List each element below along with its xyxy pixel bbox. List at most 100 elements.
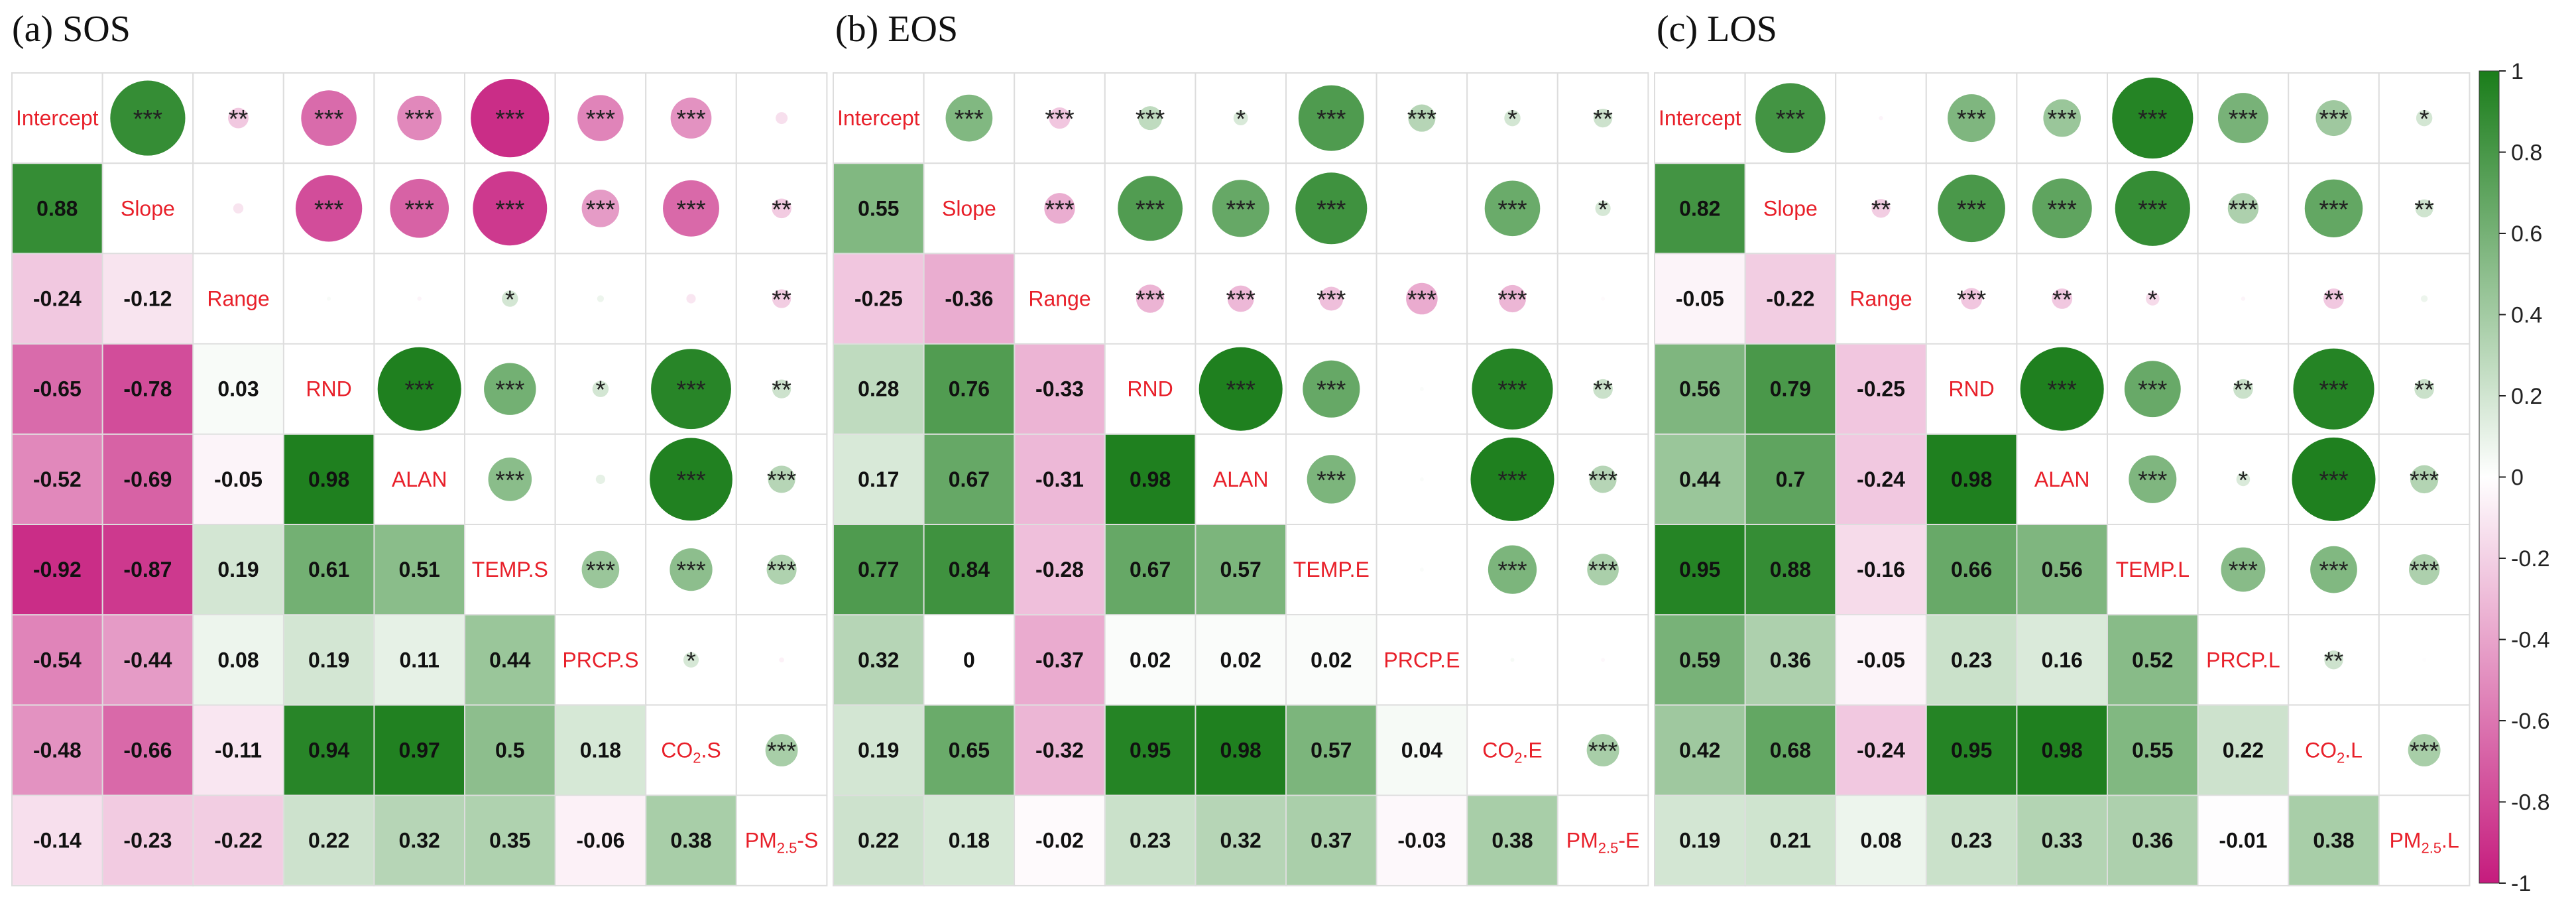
coef-label: 0.32	[399, 829, 440, 853]
significance-label: ***	[2319, 467, 2349, 495]
significance-label: ***	[1407, 105, 1437, 133]
colorbar-tick-label: -0.2	[2511, 546, 2550, 572]
corr-circle	[1470, 437, 1554, 521]
coef-label: 0.19	[217, 558, 259, 581]
corr-circle	[1601, 658, 1606, 662]
coef-cell	[1196, 525, 1285, 615]
corr-circle	[2217, 93, 2268, 144]
variable-label: Intercept	[1659, 106, 1741, 130]
corr-circle	[1138, 106, 1163, 131]
coef-cell	[834, 164, 923, 253]
grid-cell	[1654, 72, 1746, 164]
corr-circle	[1586, 734, 1619, 766]
corr-circle	[1593, 108, 1613, 128]
significance-label: ***	[586, 557, 616, 585]
variable-label: Intercept	[16, 106, 99, 130]
coef-label: -0.33	[1035, 377, 1084, 401]
variable-label: RND	[1948, 377, 1994, 401]
significance-label: ***	[495, 467, 525, 495]
significance-label: *	[2420, 105, 2430, 133]
corr-circle	[1871, 199, 1891, 218]
coef-label: -0.14	[33, 829, 82, 853]
significance-label: ***	[955, 105, 984, 133]
coef-label: 0.02	[1311, 648, 1352, 672]
significance-label: *	[1598, 196, 1608, 223]
corr-circle	[1419, 568, 1424, 572]
significance-label: ***	[2319, 105, 2349, 133]
coef-cell	[834, 796, 923, 885]
coef-label: -0.92	[33, 558, 82, 581]
corr-circle	[1961, 288, 1983, 310]
corr-circle	[2227, 193, 2259, 224]
corr-circle	[502, 290, 518, 307]
coef-cell	[13, 344, 102, 434]
coef-label: -0.25	[1857, 377, 1905, 401]
coef-cell	[284, 615, 374, 705]
corr-circle	[2043, 99, 2081, 137]
grid-cell	[1835, 253, 1927, 345]
coef-cell	[924, 615, 1014, 705]
coef-label: 0.61	[308, 558, 349, 581]
coef-cell	[1926, 434, 2017, 524]
variable-label: Range	[1849, 287, 1912, 311]
coef-cell	[194, 796, 283, 885]
significance-label: ***	[2319, 557, 2349, 585]
grid-cell	[2016, 433, 2108, 525]
corr-circle	[651, 349, 731, 430]
grid-cell	[2107, 524, 2199, 616]
significance-label: ***	[495, 196, 525, 223]
coef-cell	[194, 434, 283, 524]
corr-circle	[772, 379, 791, 398]
grid-cell	[2197, 614, 2290, 706]
significance-label: ***	[1588, 467, 1618, 495]
corr-circle	[1593, 379, 1613, 399]
coef-label: 0.77	[858, 558, 899, 581]
colorbar-gradient	[2479, 70, 2500, 884]
coef-label: 0.33	[2042, 829, 2083, 853]
corr-circle	[577, 95, 624, 141]
corr-circle	[2146, 292, 2160, 306]
corr-circle	[597, 295, 605, 302]
coef-cell	[1105, 434, 1195, 524]
coef-cell	[2198, 796, 2288, 885]
coef-label: -0.11	[215, 739, 262, 762]
coef-label: 0.94	[308, 739, 349, 762]
significance-label: ***	[1957, 286, 1987, 314]
variable-label: Range	[207, 287, 269, 311]
corr-circle	[1504, 109, 1521, 127]
coef-cell	[834, 434, 923, 524]
coef-label: -0.06	[576, 829, 624, 853]
corr-circle	[670, 548, 713, 591]
corr-circle	[779, 657, 784, 663]
coef-label: 0.22	[858, 829, 899, 853]
coef-cell	[103, 254, 193, 343]
coef-cell	[1745, 705, 1836, 795]
grid-cell	[192, 253, 284, 345]
significance-label: ***	[133, 105, 163, 133]
significance-label: ***	[2229, 105, 2258, 133]
significance-label: ***	[676, 105, 706, 133]
coef-label: 0.16	[2042, 648, 2083, 672]
corr-circle	[2129, 455, 2177, 503]
coef-label: 0.98	[2042, 739, 2083, 762]
panel-title: (c) LOS	[1657, 9, 1777, 50]
significance-label: ***	[1136, 286, 1165, 314]
coef-cell	[13, 705, 102, 795]
coef-label: -0.69	[123, 467, 172, 491]
coef-cell	[2017, 525, 2107, 615]
significance-label: ***	[1045, 105, 1075, 133]
coef-cell	[1655, 796, 1745, 885]
corr-circle	[1319, 286, 1344, 311]
variable-label: ALAN	[2034, 467, 2090, 491]
grid-cell	[833, 72, 925, 164]
coef-cell	[1655, 705, 1745, 795]
significance-label: ***	[1226, 377, 1256, 404]
variable-label: TEMP.S	[472, 558, 548, 581]
colorbar-tick-label: 0.2	[2511, 384, 2542, 409]
coef-label: 0.18	[580, 739, 621, 762]
coef-cell	[1836, 525, 1926, 615]
grid-cell	[2378, 614, 2471, 706]
coef-cell	[1836, 434, 1926, 524]
coef-label: 0.98	[308, 467, 349, 491]
significance-label: ***	[314, 105, 344, 133]
